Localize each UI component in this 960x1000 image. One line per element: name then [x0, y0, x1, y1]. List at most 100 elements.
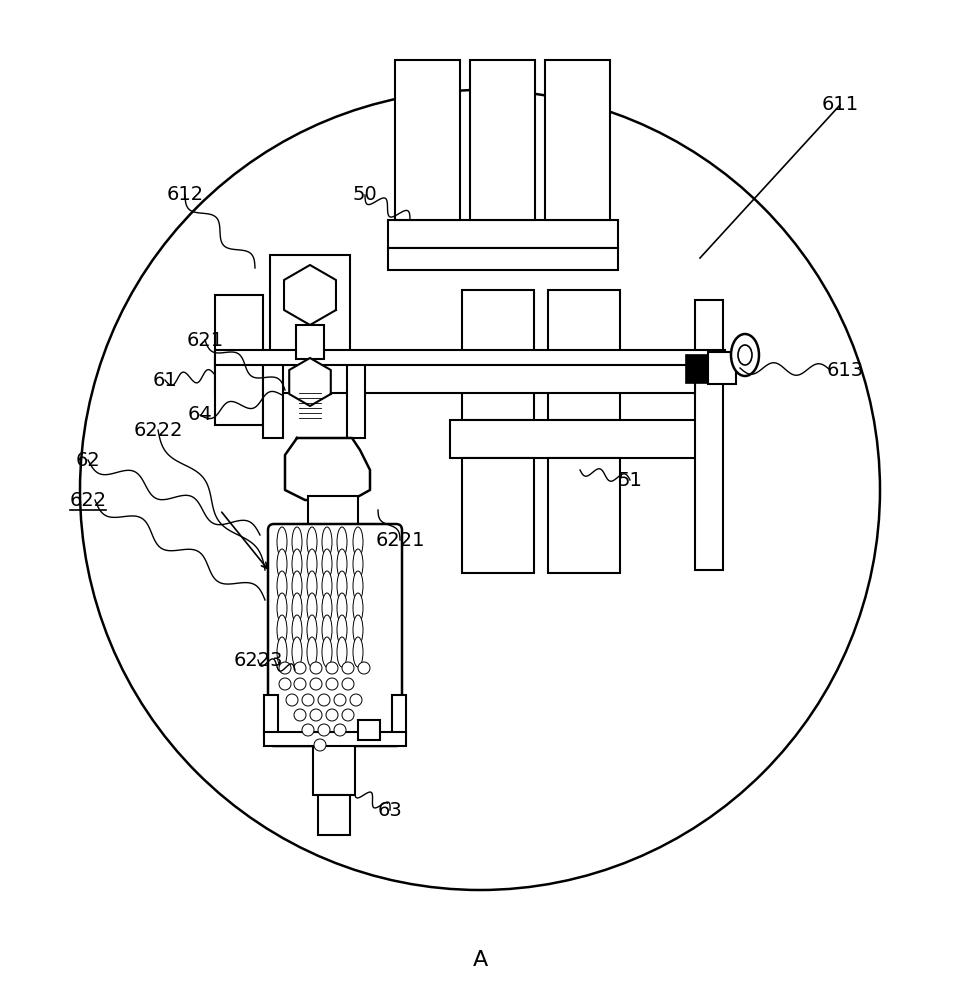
- Bar: [470, 60, 535, 220]
- Circle shape: [314, 739, 326, 751]
- Ellipse shape: [307, 527, 317, 557]
- Ellipse shape: [322, 549, 332, 579]
- Text: 64: 64: [187, 406, 212, 424]
- Ellipse shape: [337, 637, 347, 667]
- Text: 51: 51: [617, 471, 642, 489]
- FancyBboxPatch shape: [268, 524, 402, 746]
- Ellipse shape: [292, 571, 302, 601]
- Circle shape: [350, 694, 362, 706]
- Bar: [548, 290, 620, 420]
- Ellipse shape: [353, 571, 363, 601]
- Ellipse shape: [322, 615, 332, 645]
- Text: 613: 613: [827, 360, 864, 379]
- Ellipse shape: [277, 527, 287, 557]
- Bar: [347, 358, 365, 438]
- Polygon shape: [285, 438, 370, 500]
- Bar: [395, 60, 460, 220]
- Text: 50: 50: [352, 186, 377, 205]
- Ellipse shape: [322, 527, 332, 557]
- Bar: [450, 420, 705, 458]
- Bar: [388, 248, 618, 270]
- Ellipse shape: [292, 549, 302, 579]
- Text: A: A: [472, 950, 488, 970]
- Circle shape: [310, 709, 322, 721]
- Circle shape: [342, 678, 354, 690]
- Ellipse shape: [277, 549, 287, 579]
- Text: 6223: 6223: [233, 650, 283, 670]
- Ellipse shape: [277, 637, 287, 667]
- Circle shape: [279, 662, 291, 674]
- Circle shape: [279, 678, 291, 690]
- Bar: [708, 352, 736, 384]
- Bar: [686, 355, 708, 383]
- Ellipse shape: [277, 571, 287, 601]
- Circle shape: [358, 662, 370, 674]
- Bar: [296, 325, 324, 359]
- Circle shape: [310, 678, 322, 690]
- Ellipse shape: [337, 571, 347, 601]
- Ellipse shape: [292, 593, 302, 623]
- Ellipse shape: [307, 593, 317, 623]
- Text: 612: 612: [166, 186, 204, 205]
- Circle shape: [294, 709, 306, 721]
- Ellipse shape: [322, 637, 332, 667]
- Text: 6222: 6222: [133, 420, 182, 440]
- Bar: [215, 350, 725, 365]
- Ellipse shape: [322, 571, 332, 601]
- Circle shape: [334, 694, 346, 706]
- Ellipse shape: [353, 593, 363, 623]
- Ellipse shape: [337, 527, 347, 557]
- Bar: [545, 60, 610, 220]
- Circle shape: [286, 694, 298, 706]
- Text: 611: 611: [822, 96, 858, 114]
- Bar: [462, 458, 534, 573]
- Circle shape: [326, 678, 338, 690]
- Ellipse shape: [731, 334, 759, 376]
- Ellipse shape: [353, 637, 363, 667]
- Bar: [313, 740, 355, 795]
- Ellipse shape: [353, 615, 363, 645]
- Text: 622: 622: [69, 490, 107, 510]
- Polygon shape: [289, 358, 331, 406]
- Circle shape: [294, 678, 306, 690]
- Text: 63: 63: [377, 800, 402, 820]
- Bar: [215, 295, 263, 425]
- Circle shape: [318, 724, 330, 736]
- Bar: [388, 220, 618, 248]
- Ellipse shape: [322, 593, 332, 623]
- Bar: [215, 358, 695, 393]
- Circle shape: [342, 709, 354, 721]
- Circle shape: [302, 724, 314, 736]
- Ellipse shape: [292, 615, 302, 645]
- Text: 61: 61: [153, 370, 178, 389]
- Polygon shape: [284, 265, 336, 325]
- Circle shape: [342, 662, 354, 674]
- Ellipse shape: [307, 549, 317, 579]
- Ellipse shape: [353, 549, 363, 579]
- Ellipse shape: [307, 571, 317, 601]
- Bar: [318, 795, 350, 835]
- Bar: [462, 290, 534, 420]
- Bar: [264, 695, 278, 735]
- Ellipse shape: [307, 637, 317, 667]
- Ellipse shape: [353, 527, 363, 557]
- Bar: [308, 496, 358, 536]
- Ellipse shape: [337, 615, 347, 645]
- Circle shape: [318, 694, 330, 706]
- Bar: [548, 458, 620, 573]
- Bar: [270, 255, 350, 355]
- Circle shape: [294, 662, 306, 674]
- Ellipse shape: [738, 345, 752, 365]
- Ellipse shape: [337, 549, 347, 579]
- Ellipse shape: [277, 615, 287, 645]
- Circle shape: [302, 694, 314, 706]
- Bar: [263, 358, 283, 438]
- Ellipse shape: [292, 637, 302, 667]
- Text: 62: 62: [76, 450, 101, 470]
- Circle shape: [334, 724, 346, 736]
- Text: 6221: 6221: [375, 530, 424, 550]
- Text: 621: 621: [186, 330, 224, 350]
- Ellipse shape: [337, 593, 347, 623]
- Circle shape: [326, 662, 338, 674]
- Ellipse shape: [292, 527, 302, 557]
